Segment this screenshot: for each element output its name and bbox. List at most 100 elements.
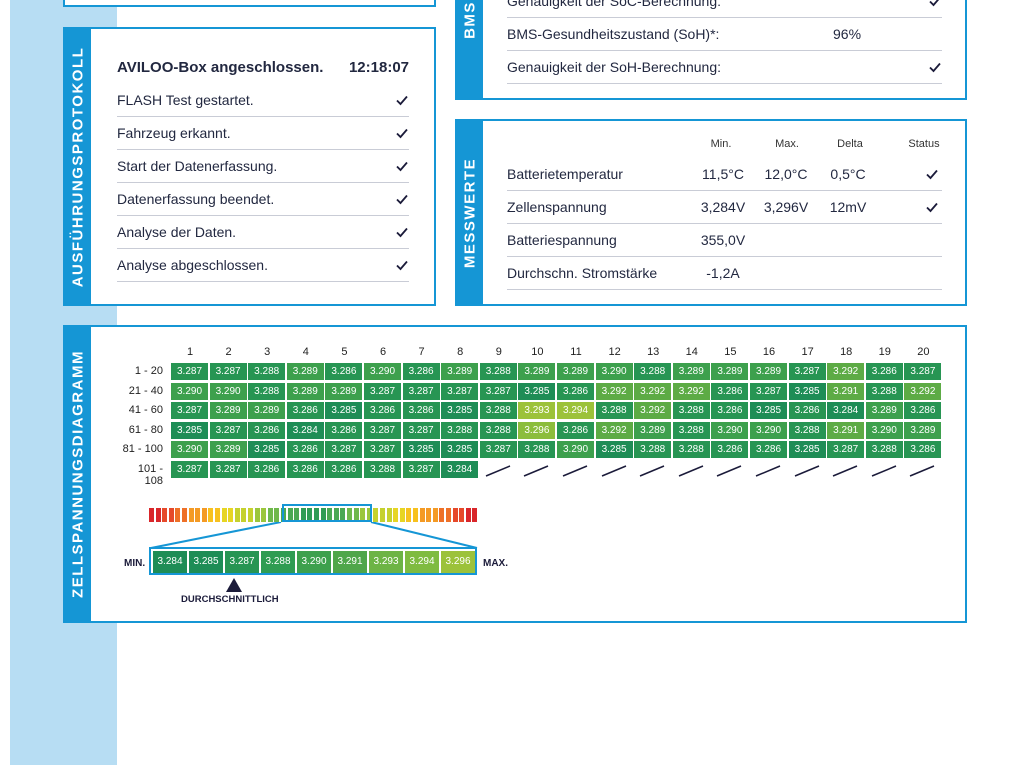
grid-column-header: 20 xyxy=(917,346,930,358)
grid-cell: 3.288 xyxy=(672,402,710,419)
protokoll-row-label: Analyse abgeschlossen. xyxy=(117,256,268,273)
grid-column-header: 8 xyxy=(457,346,464,358)
grid-cell: 3.289 xyxy=(904,421,942,439)
gradient-segment xyxy=(380,508,385,522)
grid-cell: 3.288 xyxy=(865,382,903,400)
grid-cell: 3.287 xyxy=(904,363,942,380)
protokoll-row: Fahrzeug erkannt. xyxy=(117,116,409,150)
check-icon xyxy=(396,260,408,270)
grid-column-header: 13 xyxy=(647,346,660,358)
grid-cell: 3.285 xyxy=(788,382,826,400)
grid-cell: 3.289 xyxy=(209,441,247,458)
gradient-segment xyxy=(274,508,280,522)
grid-cell: 3.292 xyxy=(904,382,942,400)
grid-cell: 3.286 xyxy=(904,441,942,458)
grid-cell: 3.286 xyxy=(711,382,749,400)
grid-cell: 3.288 xyxy=(518,441,556,458)
grid-cell: 3.288 xyxy=(479,402,517,419)
header-delta: Delta xyxy=(837,138,863,150)
grid-cell: 3.292 xyxy=(595,382,633,400)
empty-cell-slash xyxy=(485,464,511,477)
grid-column-header: 9 xyxy=(495,346,502,358)
grid-cell: 3.289 xyxy=(286,382,324,400)
gradient-segment xyxy=(373,508,379,522)
gradient-segment xyxy=(201,508,207,522)
grid-cell: 3.288 xyxy=(672,421,710,439)
scale-value: 3.287 xyxy=(225,551,259,573)
grid-column-header: 4 xyxy=(302,346,309,358)
grid-cell: 3.287 xyxy=(402,382,440,400)
grid-column-header: 11 xyxy=(570,346,582,358)
grid-cell: 3.286 xyxy=(364,402,401,419)
messwerte-max: 3,296V xyxy=(763,198,809,215)
messwerte-min: -1,2A xyxy=(706,264,740,281)
scale-max-label: MAX. xyxy=(483,558,508,569)
gradient-segment xyxy=(162,508,168,522)
grid-cell: 3.285 xyxy=(441,402,479,419)
gradient-segment xyxy=(294,508,300,522)
grid-cell: 3.289 xyxy=(441,363,479,380)
grid-cell: 3.288 xyxy=(479,363,517,380)
grid-cell: 3.291 xyxy=(827,382,865,400)
empty-cell-slash xyxy=(871,464,897,477)
grid-cell: 3.288 xyxy=(788,421,826,439)
grid-cell: 3.286 xyxy=(402,402,440,419)
gradient-segment xyxy=(465,508,471,522)
messwerte-delta: 0,5°C xyxy=(830,165,866,182)
grid-cell: 3.292 xyxy=(634,402,672,419)
gradient-segment xyxy=(386,508,392,522)
messwerte-row: Batterietemperatur 11,5°C 12,0°C 0,5°C xyxy=(507,157,942,191)
scale-value: 3.291 xyxy=(333,551,367,573)
top-left-panel xyxy=(63,0,436,7)
grid-cell: 3.292 xyxy=(595,421,633,439)
grid-column-header: 17 xyxy=(801,346,814,358)
scale-value: 3.285 xyxy=(189,551,223,573)
gradient-segment xyxy=(261,508,267,522)
grid-cell: 3.287 xyxy=(364,382,401,400)
grid-row-header: 21 - 40 xyxy=(128,384,163,397)
gradient-segment xyxy=(234,508,240,522)
gradient-segment xyxy=(353,508,359,522)
messwerte-min: 3,284V xyxy=(700,198,746,215)
bms-row-soc: Genauigkeit der SoC-Berechnung: xyxy=(507,0,942,18)
check-icon xyxy=(926,169,938,180)
grid-cell: 3.284 xyxy=(286,421,324,439)
scale-value: 3.288 xyxy=(261,551,295,573)
grid-row-header: 1 - 20 xyxy=(134,365,163,377)
grid-cell: 3.289 xyxy=(518,363,556,380)
gradient-segment xyxy=(406,508,412,522)
header-status: Status xyxy=(908,138,940,150)
grid-cell: 3.286 xyxy=(325,421,363,439)
grid-cell: 3.286 xyxy=(325,460,363,478)
empty-cell-slash xyxy=(678,464,704,477)
grid-cell: 3.289 xyxy=(248,402,286,419)
check-icon xyxy=(396,95,408,105)
messwerte-panel: MESSWERTE Min. Max. Delta Status Batteri… xyxy=(455,119,967,306)
gradient-segment xyxy=(320,508,326,522)
grid-cell: 3.296 xyxy=(518,421,556,439)
gradient-segment xyxy=(195,508,201,522)
grid-cell: 3.290 xyxy=(865,421,903,439)
grid-cell: 3.289 xyxy=(711,363,749,380)
grid-cell: 3.286 xyxy=(711,402,749,419)
grid-row-header: 81 - 100 xyxy=(122,443,163,455)
gradient-segment xyxy=(267,508,273,522)
grid-cell: 3.291 xyxy=(827,421,865,439)
bms-tab-label: BMS xyxy=(461,1,479,39)
grid-column-header: 3 xyxy=(264,346,271,358)
scale-value: 3.294 xyxy=(405,551,439,573)
grid-cell: 3.288 xyxy=(595,402,633,419)
gradient-segment xyxy=(432,508,438,522)
grid-row-header: 101 - 108 xyxy=(137,462,163,487)
gradient-segment xyxy=(419,508,425,522)
gradient-segment xyxy=(228,508,234,522)
empty-cell-slash xyxy=(910,464,935,477)
grid-cell: 3.287 xyxy=(209,460,247,478)
grid-column-header: 5 xyxy=(341,346,348,358)
average-marker-icon xyxy=(226,578,242,592)
grid-cell: 3.288 xyxy=(248,382,286,400)
gradient-segment xyxy=(426,508,432,522)
grid-cell: 3.287 xyxy=(171,460,208,478)
check-icon xyxy=(929,62,941,72)
grid-cell: 3.288 xyxy=(672,441,710,458)
